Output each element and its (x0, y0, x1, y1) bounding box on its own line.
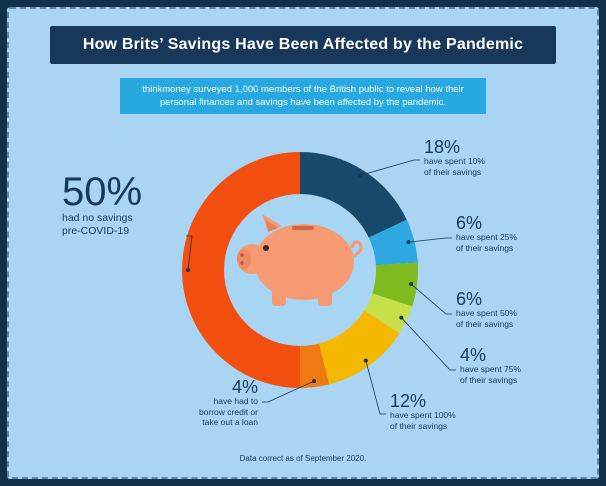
label-leader-lines (186, 159, 456, 415)
slice-desc-6b: pre-COVID-19 (62, 225, 130, 237)
slice-label-5: 4% have had to borrow credit or take out… (172, 378, 258, 428)
slice-desc-1b: of their savings (456, 242, 514, 253)
leader-line-3 (401, 317, 456, 371)
slice-pct-3: 4% (460, 345, 487, 365)
slice-desc-4b: of their savings (390, 420, 448, 431)
slice-desc-0a: have spent 10% (424, 156, 485, 166)
leader-line-2 (410, 283, 452, 315)
leader-dot-6 (186, 268, 190, 272)
slice-pct-6: 50% (62, 170, 143, 214)
intro-text: thinkmoney surveyed 1,000 members of the… (120, 78, 486, 114)
leader-dot-3 (399, 315, 404, 320)
slice-desc-1a: have spent 25% (456, 232, 517, 242)
leader-line-0 (359, 159, 420, 176)
leader-line-4 (365, 360, 386, 415)
leader-line-1 (408, 237, 452, 243)
slice-desc-4a: have spent 100% (390, 410, 456, 420)
piggy-bank-icon (237, 214, 363, 306)
slice-desc-3a: have spent 75% (460, 364, 521, 374)
donut-slice-0 (300, 152, 407, 238)
slice-pct-4: 12% (390, 391, 427, 411)
slice-desc-5c: take out a loan (202, 417, 258, 427)
leader-dot-2 (409, 282, 414, 287)
slice-desc-6a: had no savings (62, 212, 133, 224)
slice-label-6: 50% had no savings pre-COVID-19 (62, 172, 142, 238)
donut-slice-5 (300, 343, 330, 388)
leader-line-6 (186, 235, 193, 271)
leader-dot-4 (363, 358, 368, 363)
slice-desc-2a: have spent 50% (456, 308, 517, 318)
footnote: Data correct as of September 2020. (239, 454, 367, 463)
slice-label-4: 12% have spent 100% of their savings (390, 392, 456, 431)
slice-desc-3b: of their savings (460, 374, 518, 385)
leader-dot-1 (406, 240, 411, 245)
donut-slice-2 (372, 262, 418, 307)
leader-dot-5 (312, 379, 317, 384)
slice-desc-2b: of their savings (456, 318, 514, 329)
slice-label-3: 4% have spent 75% of their savings (460, 346, 521, 385)
donut-slice-3 (364, 293, 413, 334)
slice-label-2: 6% have spent 50% of their savings (456, 290, 517, 329)
slice-label-0: 18% have spent 10% of their savings (424, 138, 485, 177)
slice-desc-5b: borrow credit or (198, 406, 258, 417)
slice-desc-0b: of their savings (424, 166, 482, 177)
slice-pct-2: 6% (456, 289, 483, 309)
slice-pct-1: 6% (456, 213, 483, 233)
slice-pct-0: 18% (424, 137, 461, 157)
slice-desc-5a: have had to (213, 396, 258, 406)
leader-dot-0 (358, 173, 363, 178)
donut-slices (182, 152, 418, 388)
page-title: How Brits’ Savings Have Been Affected by… (50, 26, 556, 64)
slice-pct-5: 4% (231, 377, 258, 397)
donut-slice-6 (182, 152, 300, 388)
leader-line-5 (262, 380, 315, 403)
slice-label-1: 6% have spent 25% of their savings (456, 214, 517, 253)
donut-slice-4 (318, 310, 400, 385)
donut-slice-1 (368, 219, 418, 266)
